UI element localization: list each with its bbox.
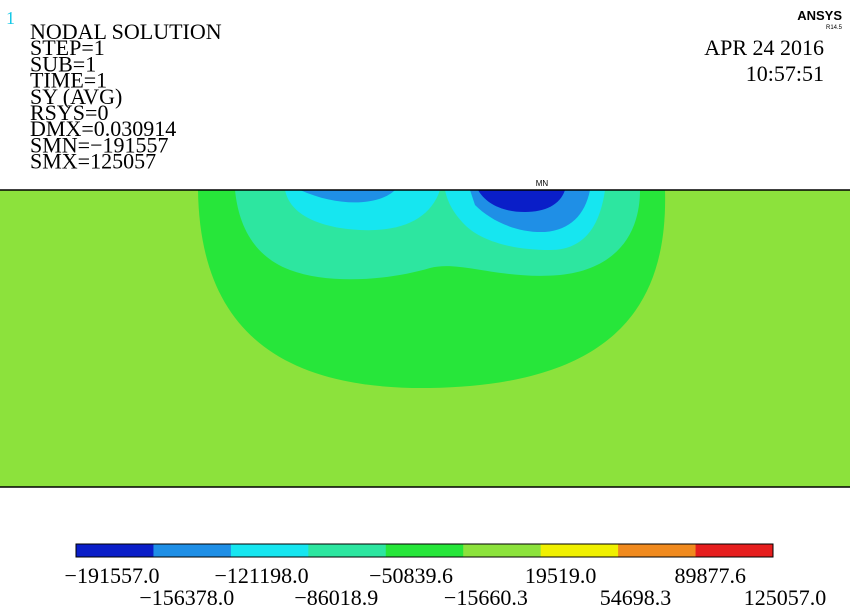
legend-swatch bbox=[385, 544, 464, 557]
contour-band bbox=[478, 190, 565, 212]
legend-label: −86018.9 bbox=[294, 585, 378, 610]
contour-band bbox=[285, 190, 440, 231]
legend-border bbox=[75, 543, 774, 558]
legend-label: −156378.0 bbox=[139, 585, 234, 610]
legend-label: 54698.3 bbox=[600, 585, 672, 610]
header-line: STEP=1 bbox=[30, 35, 105, 60]
legend-label: −191557.0 bbox=[65, 563, 160, 588]
header-line: TIME=1 bbox=[30, 68, 107, 93]
time: 10:57:51 bbox=[746, 61, 824, 86]
window-number: 1 bbox=[6, 8, 15, 28]
legend-swatch bbox=[308, 544, 387, 557]
legend-swatch bbox=[230, 544, 309, 557]
ansys-version: R14.5 bbox=[826, 25, 843, 31]
color-legend: −191557.0−156378.0−121198.0−86018.9−5083… bbox=[65, 543, 827, 610]
header-line: SMX=125057 bbox=[30, 149, 156, 174]
legend-swatch bbox=[463, 544, 542, 557]
legend-swatch bbox=[76, 544, 154, 557]
legend-label: 89877.6 bbox=[674, 563, 746, 588]
legend-swatch bbox=[695, 544, 774, 557]
header-line: RSYS=0 bbox=[30, 100, 108, 125]
header-line: DMX=0.030914 bbox=[30, 116, 176, 141]
legend-label: 125057.0 bbox=[744, 585, 827, 610]
legend-swatch bbox=[618, 544, 697, 557]
min-marker: MN bbox=[536, 179, 549, 188]
legend-label: −15660.3 bbox=[444, 585, 528, 610]
contour-band bbox=[300, 190, 395, 203]
header-line: SMN=−191557 bbox=[30, 132, 169, 157]
contour-plot: MN bbox=[0, 179, 850, 488]
header-line: SUB=1 bbox=[30, 51, 96, 76]
legend-swatch bbox=[540, 544, 619, 557]
ansys-logo: ANSYS bbox=[797, 8, 842, 23]
legend-label: −50839.6 bbox=[369, 563, 453, 588]
legend-swatch bbox=[153, 544, 232, 557]
legend-label: −121198.0 bbox=[215, 563, 309, 588]
header-line: NODAL SOLUTION bbox=[30, 19, 222, 44]
legend-label: 19519.0 bbox=[525, 563, 597, 588]
header-line: SY (AVG) bbox=[30, 84, 122, 109]
date: APR 24 2016 bbox=[704, 35, 824, 60]
